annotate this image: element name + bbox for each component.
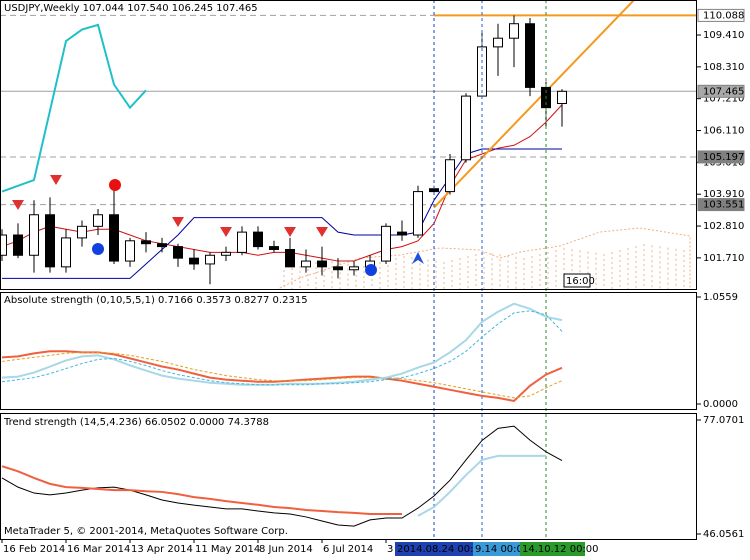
candle-body — [125, 240, 135, 262]
pane-frame — [0, 0, 697, 290]
indicator-line — [417, 454, 546, 517]
candle-body — [493, 37, 503, 48]
indicator-line — [1, 23, 147, 193]
candle-body — [333, 266, 343, 271]
plot — [0, 0, 697, 540]
cloud — [279, 227, 691, 290]
x-tick-label: 13 Apr 2014 — [131, 544, 193, 555]
event-label: 9.14 00:00 — [475, 544, 529, 555]
candle-body — [461, 95, 471, 161]
candle-body — [269, 246, 279, 250]
candle-body — [29, 214, 39, 256]
pane — [1, 302, 563, 403]
pane-title: USDJPY,Weekly 107.044 107.540 106.245 10… — [4, 3, 258, 14]
annotation: MetaTrader 5, © 2001-2014, MetaQuotes So… — [4, 526, 288, 537]
level-label-box — [697, 8, 745, 22]
candle-body — [349, 266, 359, 271]
pane-frame — [0, 292, 697, 410]
y-tick-label: 0.0000 — [703, 399, 738, 410]
candle-body — [141, 240, 151, 245]
candle-body — [413, 191, 423, 236]
y-tick-label: 103.910 — [703, 189, 744, 200]
level-label-box — [697, 84, 745, 98]
candle-body — [301, 260, 311, 268]
candle-body — [0, 234, 7, 256]
y-tick-label: 46.0561 — [703, 529, 744, 540]
x-tick-label: 3 — [387, 544, 393, 555]
event-label: 2014.08.24 00:00 — [397, 544, 486, 555]
candle-body — [317, 260, 327, 268]
candle-body — [221, 251, 231, 256]
pane — [1, 425, 563, 527]
annotation: 16:00 — [566, 276, 595, 287]
candle-body — [45, 214, 55, 268]
annotation-box — [563, 273, 591, 288]
candle-body — [397, 231, 407, 236]
candle-body — [189, 257, 199, 265]
candle-body — [109, 214, 119, 262]
pane-title: Absolute strength (0,10,5,5,1) 0.7166 0.… — [4, 295, 308, 306]
buy-arrow — [412, 252, 424, 264]
level-label: 105.197 — [703, 152, 744, 163]
candle-body — [525, 23, 535, 88]
x-tick-label: 8 Jun 2014 — [259, 544, 313, 555]
candle-body — [157, 243, 167, 248]
level-label: 110.088 — [703, 10, 744, 21]
indicator-line — [1, 350, 563, 403]
pane — [0, 0, 697, 285]
x-tick-label: 6 Jul 2014 — [323, 544, 373, 555]
signals — [12, 175, 424, 276]
y-tick-label: 77.0701 — [703, 415, 744, 426]
candle-body — [253, 231, 263, 248]
candle-body — [93, 214, 103, 227]
candle-body — [61, 237, 71, 268]
frames — [0, 0, 697, 540]
level-label-box — [697, 198, 745, 212]
candle-body — [381, 225, 391, 262]
pane-frame — [0, 413, 697, 540]
event-label: 14.10.12 00:00 — [522, 544, 599, 555]
y-tick-label: 1.0559 — [703, 292, 738, 303]
cloud-hatching — [283, 244, 685, 289]
y-tick-label: 108.310 — [703, 62, 744, 73]
candle-body — [13, 234, 23, 256]
candle-body — [285, 248, 295, 268]
x-tick-label: 16 Mar 2014 — [67, 544, 130, 555]
candle-body — [205, 254, 215, 265]
candle-body — [77, 225, 87, 239]
signal-dot — [365, 264, 377, 276]
pane-title: Trend strength (14,5,4.236) 66.0502 0.00… — [3, 417, 269, 428]
signal-dot — [109, 179, 121, 191]
event-label-box — [520, 542, 585, 556]
candle-body — [173, 246, 183, 259]
y-tick-label: 107.210 — [703, 94, 744, 105]
y-tick-label: 106.110 — [703, 126, 744, 137]
indicator-line — [1, 302, 563, 386]
event-label-box — [395, 542, 473, 556]
y-tick-label: 109.410 — [703, 30, 744, 41]
x-tick-label: 11 May 2014 — [195, 544, 260, 555]
candle-body — [509, 23, 519, 39]
event-label-box — [473, 542, 520, 556]
x-tick-label: 16 Feb 2014 — [3, 544, 65, 555]
candle-body — [557, 90, 567, 104]
candle-body — [237, 231, 247, 253]
indicator-line — [1, 465, 402, 515]
level-label: 107.465 — [703, 86, 744, 97]
candle-body — [445, 159, 455, 193]
signal-dot — [92, 243, 104, 255]
level-label: 103.551 — [703, 200, 744, 211]
y-tick-label: 102.810 — [703, 221, 744, 232]
overlay: USDJPY,Weekly 107.044 107.540 106.245 10… — [1, 3, 745, 556]
indicator-line — [1, 351, 563, 399]
y-tick-label: 101.710 — [703, 253, 744, 264]
level-label-box — [697, 150, 745, 164]
indicator-line — [1, 310, 563, 386]
candle-body — [429, 188, 439, 193]
trendline — [433, 0, 635, 209]
